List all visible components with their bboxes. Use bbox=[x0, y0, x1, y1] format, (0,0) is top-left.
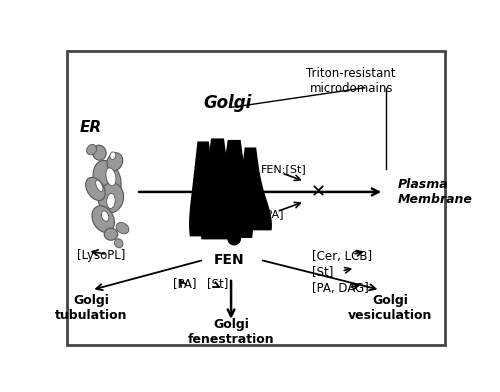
Ellipse shape bbox=[106, 168, 116, 186]
Polygon shape bbox=[230, 148, 271, 230]
Ellipse shape bbox=[110, 152, 116, 160]
Ellipse shape bbox=[96, 180, 103, 192]
Text: Golgi
fenestration: Golgi fenestration bbox=[188, 318, 274, 346]
Text: Golgi
vesiculation: Golgi vesiculation bbox=[348, 294, 432, 322]
Text: Triton-resistant
microdomains: Triton-resistant microdomains bbox=[306, 67, 396, 94]
Ellipse shape bbox=[104, 228, 118, 240]
Ellipse shape bbox=[106, 193, 115, 209]
Ellipse shape bbox=[228, 233, 240, 245]
Ellipse shape bbox=[116, 222, 129, 234]
Text: Plasma
Membrane: Plasma Membrane bbox=[398, 178, 472, 206]
Text: [PA]: [PA] bbox=[173, 278, 197, 290]
Text: [Cer, LCB]: [Cer, LCB] bbox=[312, 250, 372, 263]
Polygon shape bbox=[201, 139, 234, 239]
Text: FEN:[St]: FEN:[St] bbox=[261, 164, 306, 174]
Ellipse shape bbox=[102, 211, 109, 221]
Polygon shape bbox=[190, 142, 216, 236]
Ellipse shape bbox=[86, 177, 105, 200]
Text: FEN: FEN bbox=[214, 253, 244, 267]
Text: [LysoPL]: [LysoPL] bbox=[77, 249, 126, 262]
Ellipse shape bbox=[98, 183, 124, 213]
Ellipse shape bbox=[114, 239, 123, 248]
Ellipse shape bbox=[93, 160, 121, 199]
Ellipse shape bbox=[86, 145, 97, 155]
Polygon shape bbox=[216, 141, 252, 237]
Text: [PA, DAG]: [PA, DAG] bbox=[312, 282, 369, 295]
Text: Golgi: Golgi bbox=[203, 94, 252, 112]
Text: [St]: [St] bbox=[206, 278, 228, 290]
Text: [St]: [St] bbox=[312, 265, 334, 278]
Text: Golgi
tubulation: Golgi tubulation bbox=[56, 294, 128, 322]
Ellipse shape bbox=[92, 145, 106, 160]
Ellipse shape bbox=[92, 206, 114, 232]
Text: ✕: ✕ bbox=[310, 183, 326, 201]
Ellipse shape bbox=[107, 153, 122, 171]
Text: ER: ER bbox=[80, 120, 102, 134]
Text: [PA]: [PA] bbox=[261, 210, 283, 220]
